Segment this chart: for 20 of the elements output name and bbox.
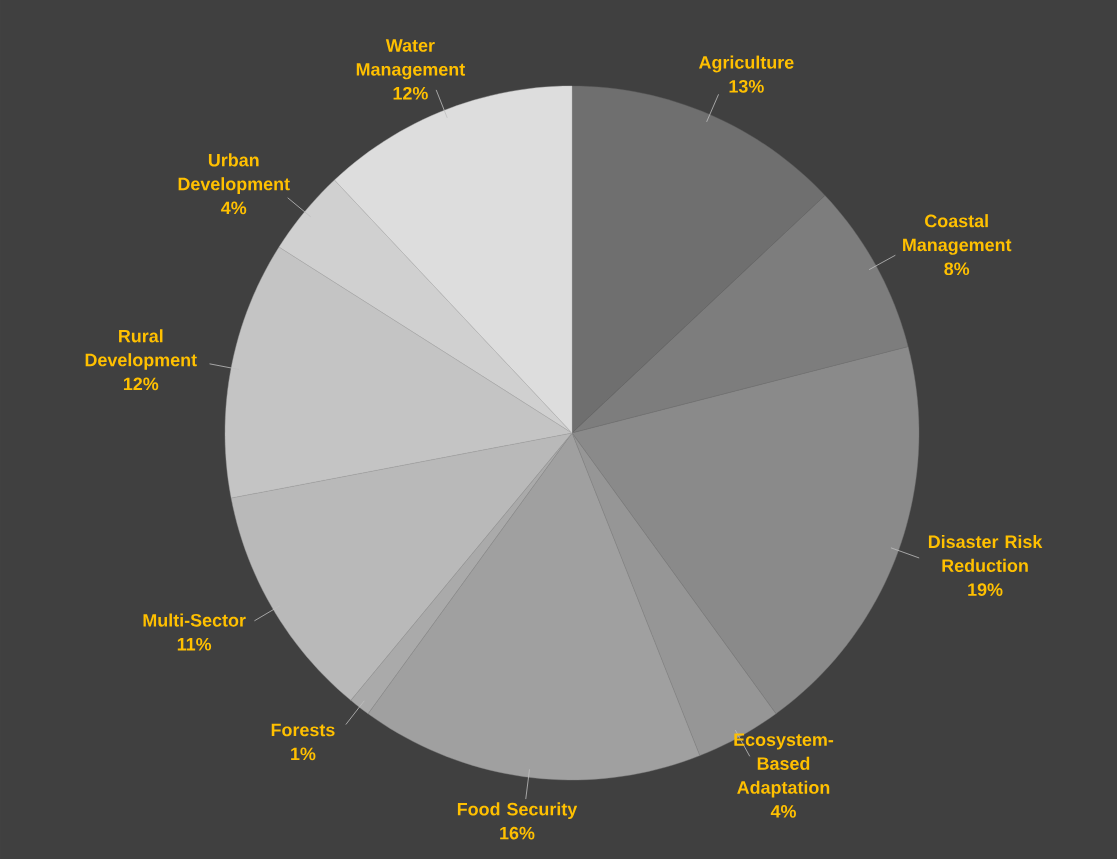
slice-label: Coastal Management bbox=[903, 214, 1012, 255]
data-label: 8% bbox=[944, 262, 970, 276]
slice-label: Urban Development bbox=[178, 153, 290, 194]
slice-label: Agriculture bbox=[698, 55, 794, 73]
slice-label: Ecosystem-Based Adaptation bbox=[734, 733, 834, 798]
slice-label: Multi-Sector bbox=[143, 613, 246, 627]
data-label: 4% bbox=[221, 201, 247, 215]
data-label: 12% bbox=[123, 377, 159, 391]
data-label: 16% bbox=[500, 826, 535, 840]
slice-label: Rural Development bbox=[85, 329, 197, 370]
data-label: 11% bbox=[177, 637, 212, 651]
data-label: 1% bbox=[291, 747, 316, 761]
data-label: 13% bbox=[729, 79, 764, 93]
slice-label: Food Security bbox=[457, 802, 578, 820]
slice-label: Water Management bbox=[356, 39, 465, 80]
data-label: 4% bbox=[770, 805, 796, 818]
data-label: 19% bbox=[968, 583, 1003, 596]
slice-label: Disaster Risk Reduction bbox=[928, 534, 1043, 573]
data-label: 12% bbox=[393, 86, 428, 100]
slice-label: Forests bbox=[271, 723, 335, 737]
